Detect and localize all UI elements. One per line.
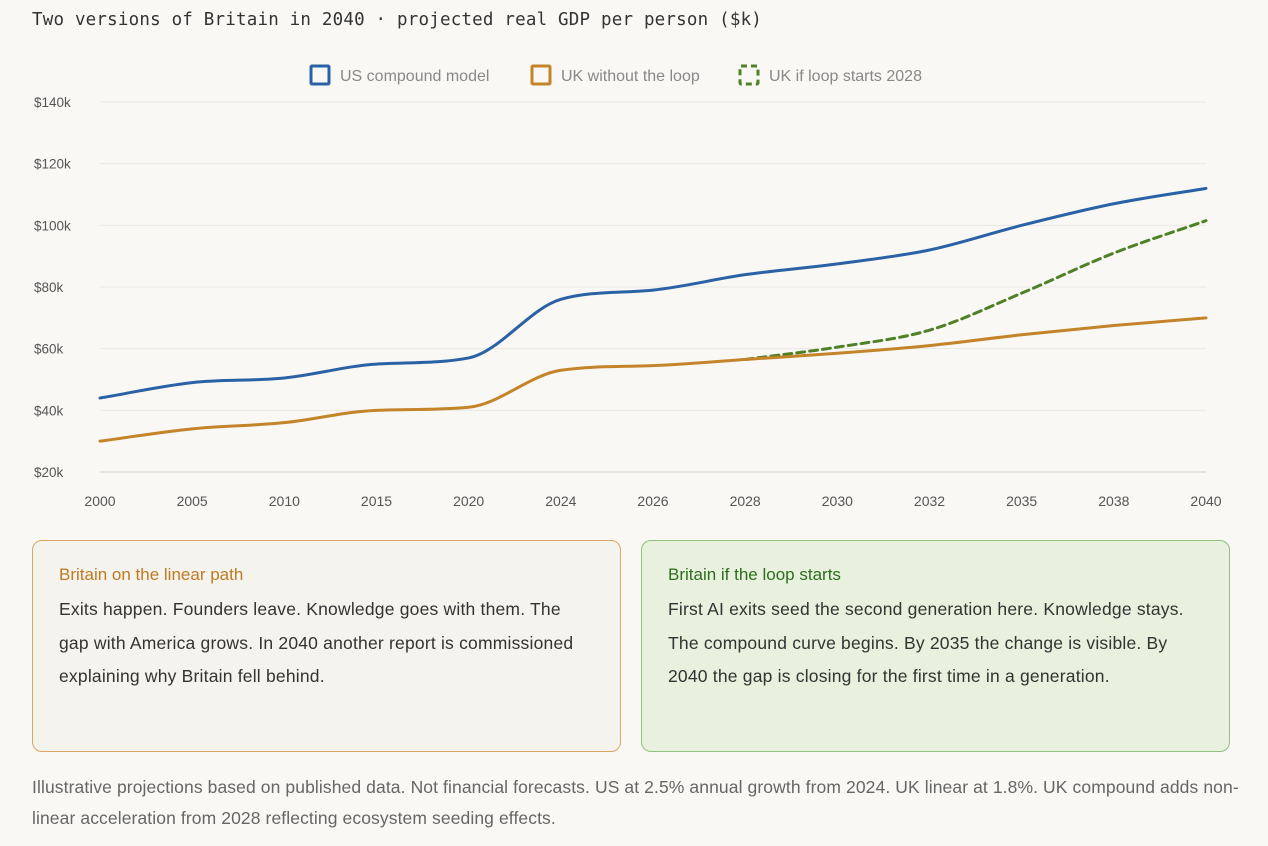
y-tick-label: $40k	[34, 403, 64, 418]
x-tick-label: 2024	[545, 493, 576, 509]
y-tick-label: $20k	[34, 465, 64, 480]
x-tick-label: 2026	[637, 493, 668, 509]
series-line-1	[98, 316, 1208, 443]
y-tick-label: $60k	[34, 342, 64, 357]
x-tick-label: 2010	[269, 493, 300, 509]
y-tick-label: $80k	[34, 280, 64, 295]
series-line-0	[98, 186, 1208, 400]
x-tick-label: 2030	[822, 493, 853, 509]
series-line-2	[743, 219, 1208, 361]
card-title: Britain if the loop starts	[668, 565, 841, 584]
legend-swatch	[309, 64, 331, 86]
footnote: Illustrative projections based on publis…	[32, 777, 1239, 828]
gridlines	[100, 101, 1206, 473]
x-tick-label: 2040	[1190, 493, 1221, 509]
legend-swatch	[530, 64, 552, 86]
y-tick-label: $100k	[34, 218, 71, 233]
linear-path-card: Britain on the linear path Exits happen.…	[32, 540, 621, 752]
card-body: Exits happen. Founders leave. Knowledge …	[59, 599, 574, 686]
series-lines	[98, 186, 1208, 443]
line-chart: $20k $40k $60k $80k $100k $120k $140k 2000 2005…	[34, 64, 1222, 509]
x-tick-label: 2005	[177, 493, 208, 509]
chart-title: Two versions of Britain in 2040 · projec…	[32, 10, 763, 30]
y-tick-label: $120k	[34, 157, 71, 172]
x-tick-label: 2020	[453, 493, 484, 509]
x-axis: 2000 2005 2010 2015 2020 2024 2026 2028 2030 2032…	[84, 493, 1221, 509]
x-tick-label: 2028	[730, 493, 761, 509]
legend-label: UK without the loop	[561, 68, 700, 85]
x-tick-label: 2035	[1006, 493, 1037, 509]
card-body: First AI exits seed the second generatio…	[668, 599, 1184, 686]
y-axis: $20k $40k $60k $80k $100k $120k $140k	[34, 95, 71, 480]
legend-label: US compound model	[340, 68, 489, 85]
x-tick-label: 2038	[1098, 493, 1129, 509]
legend: US compound model UK without the loop UK i…	[309, 64, 922, 86]
legend-swatch	[738, 64, 760, 86]
legend-label: UK if loop starts 2028	[769, 68, 922, 85]
y-tick-label: $140k	[34, 95, 71, 110]
x-tick-label: 2015	[361, 493, 392, 509]
x-tick-label: 2032	[914, 493, 945, 509]
loop-starts-card: Britain if the loop starts First AI exit…	[641, 540, 1230, 752]
x-tick-label: 2000	[84, 493, 115, 509]
card-title: Britain on the linear path	[59, 565, 244, 584]
